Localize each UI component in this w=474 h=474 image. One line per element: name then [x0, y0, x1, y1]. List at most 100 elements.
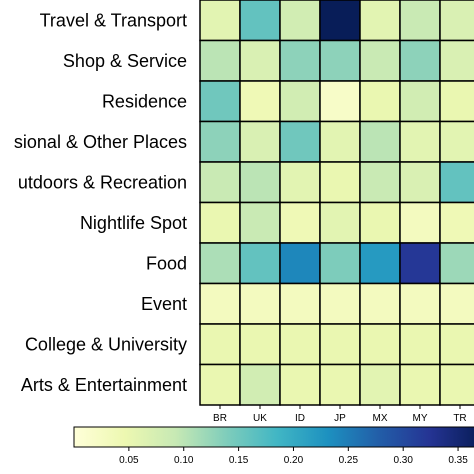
colorbar-tick-label: 0.30	[393, 455, 413, 466]
heatmap-cell	[239, 39, 281, 82]
heatmap-cell	[359, 120, 401, 163]
heatmap-cell	[319, 39, 361, 82]
heatmap-cell	[199, 242, 241, 285]
heatmap-cell	[359, 201, 401, 244]
heatmap-cell	[239, 363, 281, 406]
heatmap-cell	[279, 363, 321, 406]
colorbar: 0.05 0.10 0.15 0.20 0.25 0.30 0.35	[73, 426, 474, 466]
heatmap-cell	[199, 323, 241, 366]
column-label: BR	[213, 413, 227, 424]
heatmap-cell	[399, 201, 441, 244]
heatmap-cell	[439, 201, 474, 244]
heatmap-cell	[239, 80, 281, 123]
heatmap-cell	[359, 0, 401, 42]
row-labels: Travel & Transport Shop & Service Residenc…	[14, 10, 187, 395]
heatmap-cell	[439, 161, 474, 204]
heatmap-cell	[279, 282, 321, 325]
heatmap-cell	[399, 242, 441, 285]
heatmap-cell	[399, 363, 441, 406]
row-label: College & University	[25, 334, 187, 354]
heatmap-cell	[319, 161, 361, 204]
heatmap-cell	[279, 161, 321, 204]
colorbar-tick-label: 0.25	[339, 455, 359, 466]
column-label: TR	[453, 413, 466, 424]
heatmap-cell	[279, 323, 321, 366]
heatmap-cells	[199, 0, 474, 406]
row-label: Residence	[102, 91, 187, 111]
heatmap-cell	[319, 201, 361, 244]
heatmap-cell	[279, 0, 321, 42]
heatmap-cell	[359, 39, 401, 82]
heatmap-cell	[239, 282, 281, 325]
colorbar-tick-label: 0.15	[229, 455, 249, 466]
heatmap-cell	[199, 282, 241, 325]
colorbar-gradient	[73, 426, 474, 448]
heatmap-cell	[199, 39, 241, 82]
heatmap-cell	[439, 363, 474, 406]
heatmap-cell	[439, 39, 474, 82]
heatmap-cell	[239, 201, 281, 244]
row-label: utdoors & Recreation	[18, 172, 187, 192]
heatmap-cell	[319, 323, 361, 366]
heatmap-cell	[239, 120, 281, 163]
heatmap-cell	[359, 323, 401, 366]
heatmap-cell	[399, 282, 441, 325]
column-label: MX	[373, 413, 388, 424]
heatmap-cell	[199, 120, 241, 163]
heatmap-cell	[359, 161, 401, 204]
heatmap-cell	[279, 80, 321, 123]
column-labels: BR UK ID JP MX MY TR	[213, 405, 467, 424]
heatmap-cell	[279, 39, 321, 82]
heatmap-cell	[199, 363, 241, 406]
heatmap-cell	[199, 80, 241, 123]
heatmap-cell	[399, 120, 441, 163]
heatmap-cell	[399, 0, 441, 42]
heatmap-cell	[439, 242, 474, 285]
heatmap-cell	[199, 0, 241, 42]
column-label: MY	[413, 413, 428, 424]
column-label: JP	[334, 413, 346, 424]
heatmap-cell	[319, 80, 361, 123]
heatmap-cell	[399, 161, 441, 204]
colorbar-tick-label: 0.20	[284, 455, 304, 466]
heatmap-cell	[439, 323, 474, 366]
heatmap-cell	[279, 242, 321, 285]
heatmap-cell	[319, 242, 361, 285]
heatmap-cell	[319, 120, 361, 163]
column-label: ID	[295, 413, 305, 424]
row-label: sional & Other Places	[14, 132, 187, 152]
heatmap-cell	[279, 201, 321, 244]
heatmap-cell	[239, 161, 281, 204]
heatmap-cell	[359, 80, 401, 123]
heatmap-cell	[239, 242, 281, 285]
row-label: Arts & Entertainment	[21, 375, 187, 395]
heatmap-cell	[399, 80, 441, 123]
heatmap-cell	[439, 0, 474, 42]
heatmap-cell	[359, 282, 401, 325]
heatmap-cell	[239, 0, 281, 42]
row-label: Food	[146, 253, 187, 273]
heatmap-cell	[319, 363, 361, 406]
heatmap-cell	[399, 323, 441, 366]
heatmap-cell	[239, 323, 281, 366]
heatmap-cell	[439, 80, 474, 123]
heatmap-cell	[199, 161, 241, 204]
colorbar-tick-label: 0.35	[448, 455, 468, 466]
row-label: Shop & Service	[63, 51, 187, 71]
column-label: UK	[253, 413, 267, 424]
colorbar-tick-label: 0.10	[174, 455, 194, 466]
row-label: Nightlife Spot	[80, 213, 187, 233]
heatmap-cell	[359, 242, 401, 285]
heatmap-cell	[199, 201, 241, 244]
heatmap-cell	[359, 363, 401, 406]
row-label: Travel & Transport	[40, 10, 187, 30]
heatmap-cell	[319, 282, 361, 325]
colorbar-tick-label: 0.05	[119, 455, 139, 466]
heatmap-cell	[279, 120, 321, 163]
heatmap-cell	[439, 282, 474, 325]
heatmap-cell	[439, 120, 474, 163]
row-label: Event	[141, 294, 187, 314]
heatmap-cell	[399, 39, 441, 82]
heatmap-cell	[319, 0, 361, 42]
